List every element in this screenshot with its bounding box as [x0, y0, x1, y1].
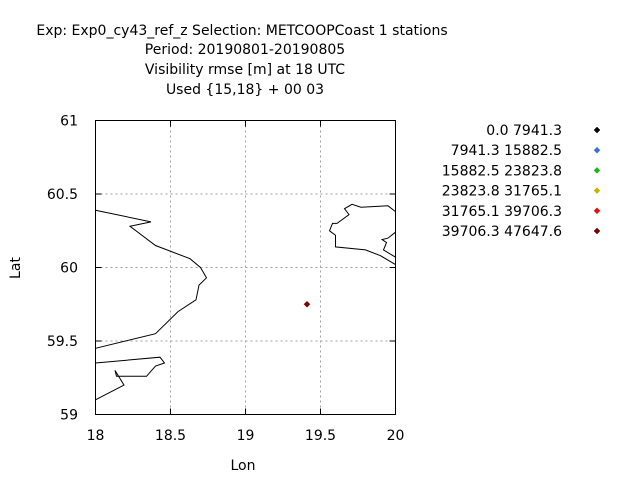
- legend-label: 31765.1 39706.3: [442, 204, 562, 220]
- legend-marker: [593, 167, 601, 174]
- x-tick-label: 18.5: [155, 428, 186, 444]
- points-layer: [303, 300, 311, 308]
- coastline: [95, 356, 166, 401]
- coastline: [95, 209, 208, 349]
- y-tick-labels: 61 60.5 60 59.5 59: [47, 114, 78, 424]
- y-tick-label: 59.5: [47, 334, 78, 350]
- data-point: [303, 300, 311, 308]
- x-tick-label: 19.5: [305, 428, 336, 444]
- y-tick-label: 60.5: [47, 187, 78, 203]
- legend: 0.0 7941.3 7941.3 15882.5 15882.5 23823.8 2…: [442, 123, 601, 240]
- legend-label: 0.0 7941.3: [486, 123, 562, 139]
- title-line-4: Used {15,18} + 00 03: [166, 82, 324, 98]
- x-axis-label: Lon: [231, 458, 256, 474]
- title-line-3: Visibility rmse [m] at 18 UTC: [145, 62, 345, 78]
- y-tick-label: 60: [60, 261, 78, 277]
- legend-marker: [593, 207, 601, 215]
- legend-marker: [593, 227, 601, 235]
- y-axis-label: Lat: [8, 257, 24, 279]
- title-line-1: Exp: Exp0_cy43_ref_z Selection: METCOOPC…: [36, 23, 447, 39]
- chart-title: Exp: Exp0_cy43_ref_z Selection: METCOOPC…: [36, 23, 447, 98]
- y-tick-label: 59: [60, 408, 78, 424]
- coastline: [380, 231, 396, 258]
- legend-marker: [593, 187, 601, 194]
- legend-marker: [593, 146, 601, 154]
- legend-marker: [593, 126, 601, 134]
- legend-label: 39706.3 47647.6: [442, 224, 562, 240]
- coastline-layer: [95, 203, 396, 401]
- legend-label: 15882.5 23823.8: [442, 163, 562, 179]
- y-tick-label: 61: [60, 114, 78, 130]
- coastline: [328, 203, 396, 266]
- x-tick-label: 18: [87, 428, 105, 444]
- x-tick-label: 20: [387, 428, 405, 444]
- plot-frame: [95, 120, 396, 415]
- x-tick-label: 19: [237, 428, 255, 444]
- title-line-2: Period: 20190801-20190805: [145, 42, 345, 58]
- legend-label: 23823.8 31765.1: [442, 184, 562, 200]
- x-tick-labels: 18 18.5 19 19.5 20: [87, 428, 405, 444]
- grid: [95, 120, 396, 415]
- legend-label: 7941.3 15882.5: [451, 143, 562, 159]
